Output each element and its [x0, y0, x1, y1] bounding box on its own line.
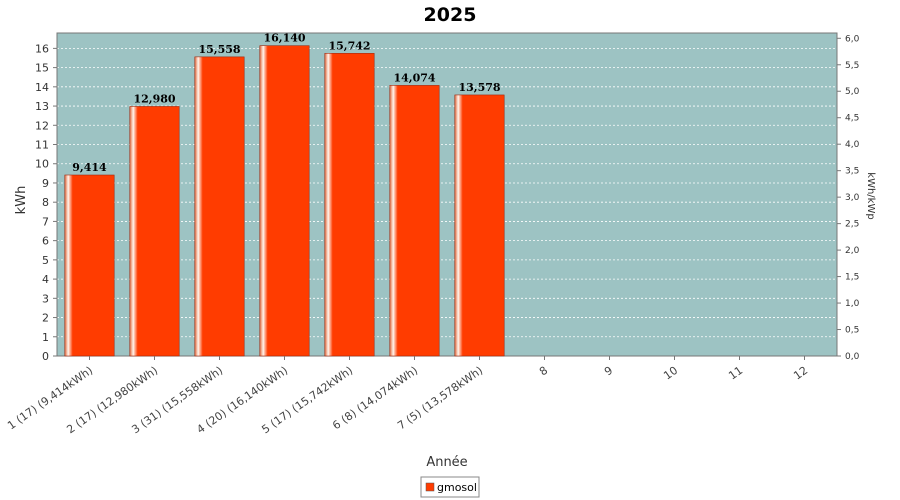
- data-label: 15,558: [198, 43, 240, 56]
- y-tick-label: 0: [42, 350, 49, 363]
- y-axis-right: 0,0 0,5 1,0 1,5 2,0 2,5 3,0 3,5 4,0 4,5 5,0 5,5 6,0: [836, 33, 860, 362]
- bar: [389, 85, 440, 357]
- grid: [57, 47, 837, 338]
- y-tick-label: 1: [42, 331, 49, 344]
- y-tick-label: 13: [35, 100, 49, 113]
- x-tick-label: 10: [661, 364, 680, 383]
- x-tick-label: 8: [537, 364, 550, 379]
- y2-tick-label: 5,0: [845, 87, 860, 97]
- bar: [129, 106, 180, 357]
- y-tick-label: 2: [42, 312, 49, 325]
- y-tick-label: 4: [42, 273, 49, 286]
- data-label: 16,140: [263, 32, 305, 45]
- y2-tick-label: 4,5: [845, 114, 859, 124]
- y-tick-label: 12: [35, 119, 49, 132]
- legend-swatch: [425, 482, 435, 492]
- x-axis: 1 (17) (9,414kWh)2 (17) (12,980kWh)3 (31…: [5, 356, 810, 436]
- y2-tick-label: 3,0: [845, 193, 860, 203]
- chart-title: 2025: [424, 4, 477, 26]
- y2-tick-label: 4,0: [845, 140, 860, 150]
- bar: [324, 53, 375, 357]
- y2-tick-label: 3,5: [845, 167, 859, 177]
- y2-tick-label: 2,0: [845, 246, 860, 256]
- y2-tick-label: 2,5: [845, 220, 859, 230]
- y-tick-label: 15: [35, 62, 49, 75]
- y-tick-label: 5: [42, 254, 49, 267]
- legend-box: [420, 476, 480, 498]
- y-tick-label: 11: [35, 139, 49, 152]
- bar: [454, 94, 505, 357]
- data-label: 15,742: [328, 39, 370, 52]
- y2-tick-label: 0,0: [845, 352, 860, 362]
- legend-item-label: gmosol: [437, 481, 477, 494]
- bar: [259, 45, 310, 357]
- bar: [64, 174, 115, 357]
- data-label: 14,074: [393, 71, 435, 84]
- x-axis-label: Année: [426, 455, 467, 470]
- x-tick-label: 11: [726, 364, 745, 383]
- data-label: 9,414: [72, 161, 107, 174]
- y-tick-label: 16: [35, 42, 49, 55]
- y-tick-label: 14: [35, 81, 49, 94]
- y-tick-label: 7: [42, 215, 49, 228]
- bar: [194, 56, 245, 357]
- x-tick-label: 9: [602, 364, 615, 379]
- y2-tick-label: 6,0: [845, 34, 860, 44]
- y-tick-label: 10: [35, 158, 49, 171]
- bars: 9,414 12,980 15,558 16,140 15,742 14,074 13,57…: [64, 32, 505, 357]
- y-tick-label: 8: [42, 196, 49, 209]
- y2-tick-label: 1,0: [845, 299, 860, 309]
- y2-tick-label: 1,5: [845, 273, 859, 283]
- y2-axis-label: kWh/kWp: [865, 172, 876, 219]
- y-tick-label: 9: [42, 177, 49, 190]
- x-tick-label: 12: [791, 364, 810, 383]
- y-tick-label: 3: [42, 292, 49, 305]
- legend: gmosol: [420, 476, 480, 498]
- y-axis-label: kWh: [14, 186, 29, 215]
- y2-tick-label: 5,5: [845, 61, 859, 71]
- y-tick-label: 6: [42, 235, 49, 248]
- data-label: 13,578: [458, 81, 500, 94]
- data-label: 12,980: [133, 92, 175, 105]
- y2-tick-label: 0,5: [845, 326, 859, 336]
